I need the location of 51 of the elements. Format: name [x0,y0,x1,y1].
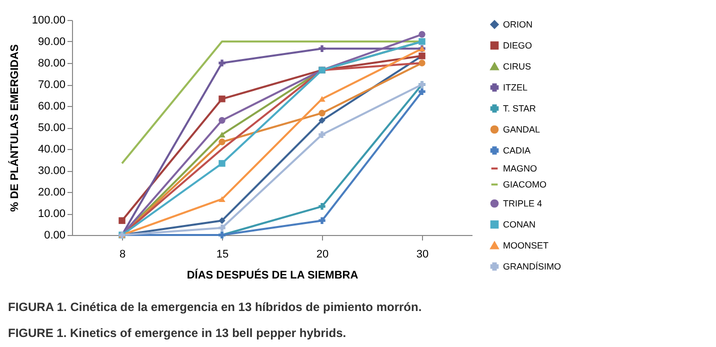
x-tick-label: 30 [416,248,429,260]
y-tick-label: 10.00 [38,208,66,220]
y-tick-label: 40.00 [38,144,66,156]
legend-label: CADIA [503,146,531,156]
legend-label: MAGNO [503,164,538,174]
legend-label: GRANDÍSIMO [503,262,562,272]
point [318,117,326,124]
point [218,224,226,232]
point [318,203,326,210]
legend-label: DIEGO [503,40,532,50]
y-tick-label: 80.00 [38,58,66,70]
point [218,117,226,124]
point [318,110,326,116]
point [218,138,226,146]
x-tick-label: 20 [316,248,329,260]
point [218,160,226,167]
point [418,88,426,95]
legend-label: T. STAR [503,104,536,114]
y-tick-label: 50.00 [38,122,66,134]
legend-label: MOONSET [503,240,550,250]
point [118,217,126,224]
point [418,60,426,66]
legend-label: CIRUS [503,62,532,72]
y-tick-label: 100.00 [32,14,66,26]
point [418,31,426,38]
point [318,96,326,102]
point [318,217,326,224]
y-tick-label: 60.00 [38,100,66,112]
y-tick-label: 30.00 [38,165,66,177]
caption: FIGURE 1. Kinetics of emergence in 13 bell pepper hybrids. [8,326,348,340]
point [218,196,226,202]
y-tick-label: 70.00 [38,79,66,91]
legend-label: ORION [503,20,533,30]
legend-label: TRIPLE 4 [503,198,542,208]
x-tick-label: 15 [216,248,229,260]
y-tick-label: 20.00 [38,186,66,198]
point [218,60,226,66]
legend-label: ITZEL [503,82,528,92]
y-axis-title: % DE PLÁNTULAS EMERGIDAS [8,44,21,212]
point [318,45,326,52]
legend-label: GANDAL [503,124,540,134]
point [318,131,326,138]
text: FIGURA 1. Cinética de la emergencia en 13 híbridos de pimiento morrón. [8,300,423,314]
legend-label: CONAN [503,220,536,230]
y-tick-label: 90.00 [38,36,66,48]
y-tick-label: 0.00 [44,230,66,242]
x-tick-label: 8 [119,248,126,260]
point [218,96,226,102]
x-axis-title: DÍAS DESPUÉS DE LA SIEMBRA [186,268,358,282]
legend-label: GIACOMO [503,180,547,190]
point [218,217,226,224]
